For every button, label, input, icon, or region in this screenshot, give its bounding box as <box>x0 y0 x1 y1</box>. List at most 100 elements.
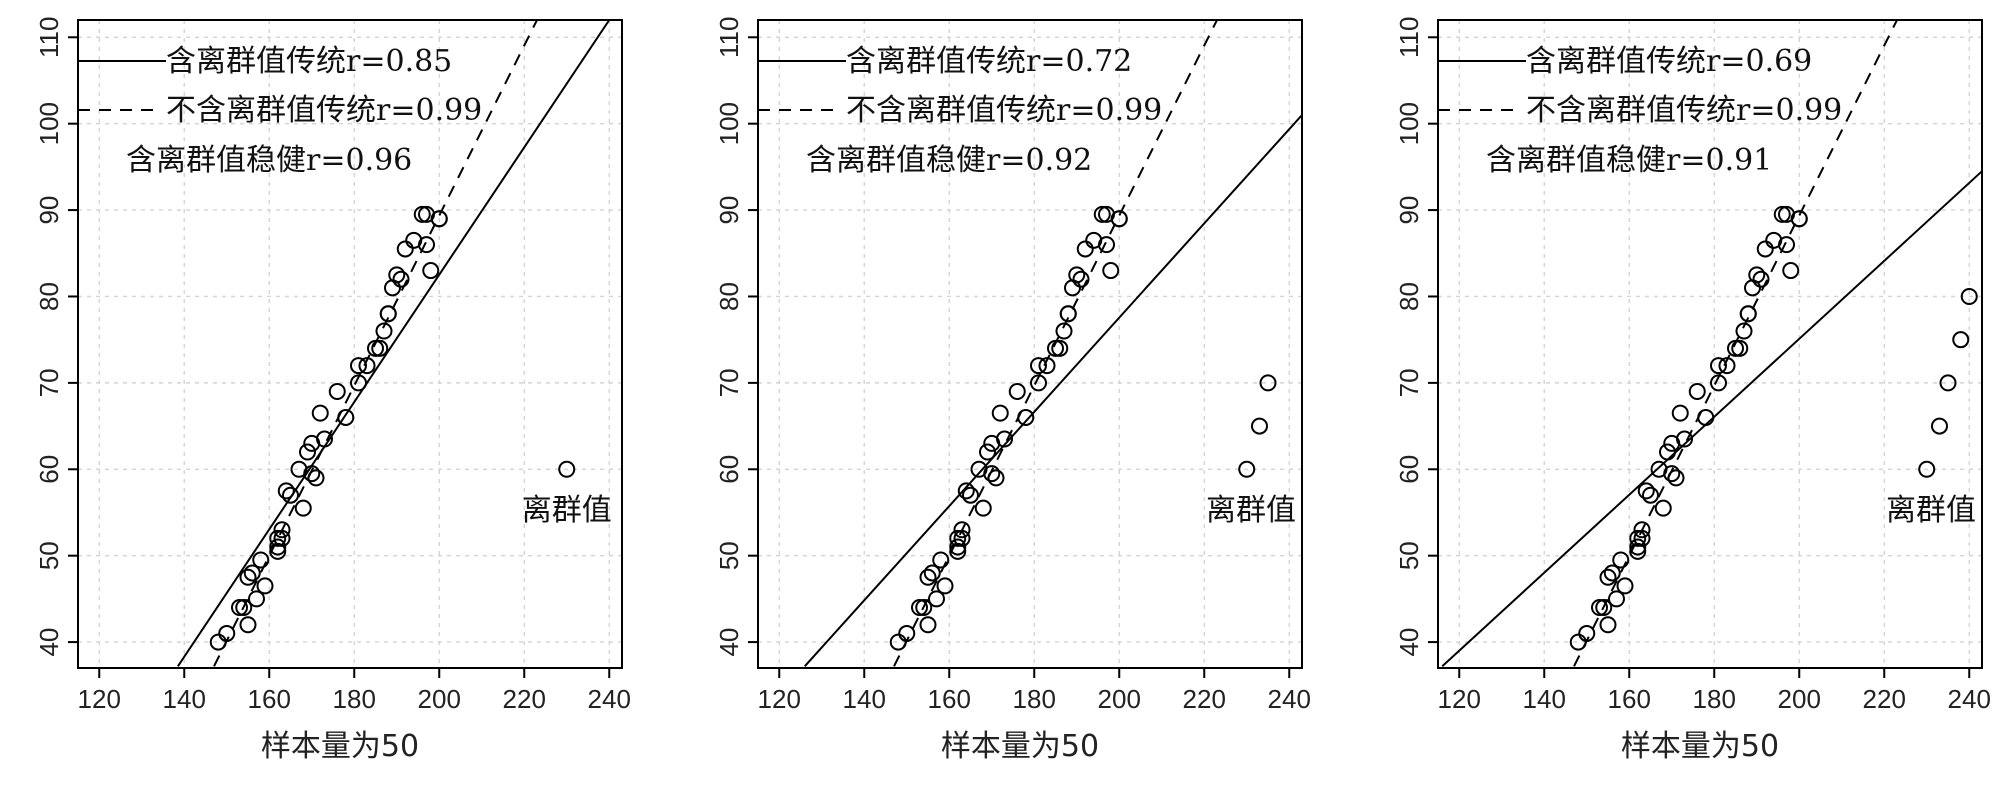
x-tick-label: 120 <box>1438 684 1481 714</box>
x-tick-label: 160 <box>928 684 971 714</box>
x-tick-label: 200 <box>1778 684 1821 714</box>
plot-frame <box>1437 19 1983 669</box>
data-point <box>1735 322 1753 340</box>
data-point <box>558 460 576 478</box>
data-point <box>1710 374 1727 392</box>
data-point <box>316 430 333 448</box>
data-point <box>915 599 933 617</box>
data-point <box>1671 404 1689 422</box>
data-point <box>1569 633 1587 651</box>
data-point <box>1599 616 1617 634</box>
data-point <box>1667 469 1685 487</box>
data-point <box>239 616 257 634</box>
data-point <box>919 616 937 634</box>
x-tick-label: 140 <box>843 684 886 714</box>
data-point <box>1939 374 1957 392</box>
x-axis-label: 样本量为50 <box>941 729 1099 764</box>
data-point <box>928 590 945 608</box>
x-tick-label: 240 <box>1268 684 1311 714</box>
solid-fit-line <box>804 114 1302 667</box>
data-point <box>379 305 397 323</box>
data-point <box>1642 486 1659 504</box>
data-point <box>983 465 1001 483</box>
data-point <box>350 357 367 375</box>
legend-entry: 含离群值稳健r=0.92 <box>806 143 1092 178</box>
data-point <box>1727 339 1744 357</box>
y-tick-label: 50 <box>34 541 64 570</box>
y-tick-label: 70 <box>34 368 64 397</box>
data-point <box>898 624 916 642</box>
legend-entry: 含离群值传统r=0.69 <box>1526 44 1812 79</box>
y-tick-label: 100 <box>1394 102 1424 145</box>
y-tick-label: 70 <box>714 368 744 397</box>
data-point <box>311 404 329 422</box>
data-point <box>991 404 1009 422</box>
data-point <box>962 486 979 504</box>
outlier-label: 离群值 <box>1886 493 1976 528</box>
data-point <box>294 499 312 517</box>
data-point <box>328 383 346 401</box>
data-point <box>1093 205 1111 223</box>
data-point <box>209 633 227 651</box>
data-point <box>996 430 1013 448</box>
data-point <box>239 568 257 586</box>
data-point <box>375 322 393 340</box>
data-point <box>430 210 448 228</box>
y-tick-label: 80 <box>34 282 64 311</box>
data-point <box>1599 568 1617 586</box>
panel-3: 120 140 160 180 200 220 240 40 50 60 70 80 90 100 110 样… <box>1394 17 1991 764</box>
data-point <box>1051 339 1069 357</box>
data-point <box>1918 460 1936 478</box>
y-tick-label: 60 <box>1394 455 1424 484</box>
y-tick-label: 110 <box>714 17 744 58</box>
data-point <box>1688 383 1706 401</box>
y-tick-label: 80 <box>714 282 744 311</box>
solid-fit-line <box>177 20 611 667</box>
data-point <box>413 205 431 223</box>
data-point <box>418 236 435 254</box>
data-point <box>1773 205 1791 223</box>
data-point <box>1697 408 1715 426</box>
data-point <box>1633 529 1651 547</box>
x-tick-label: 200 <box>1098 684 1141 714</box>
data-point <box>1110 210 1128 228</box>
x-tick-label: 220 <box>1863 684 1906 714</box>
x-tick-label: 160 <box>248 684 291 714</box>
y-tick-label: 90 <box>1394 196 1424 225</box>
data-point <box>911 599 928 617</box>
data-point <box>1030 374 1047 392</box>
data-point <box>282 486 299 504</box>
data-point <box>1748 266 1766 284</box>
data-point <box>1931 417 1948 435</box>
data-point <box>987 469 1005 487</box>
y-tick-label: 100 <box>714 102 744 145</box>
legend-entry: 含离群值稳健r=0.91 <box>1486 143 1772 178</box>
data-point <box>1008 383 1026 401</box>
data-point <box>974 499 992 517</box>
y-tick-label: 40 <box>1394 628 1424 657</box>
data-point <box>1098 236 1115 254</box>
data-point <box>1102 262 1120 280</box>
data-point <box>1251 417 1268 435</box>
y-tick-label: 90 <box>714 196 744 225</box>
legend-entry: 含离群值传统r=0.85 <box>166 44 452 79</box>
data-point <box>1616 577 1634 595</box>
data-point <box>422 262 440 280</box>
data-point <box>1055 322 1073 340</box>
data-point <box>953 521 971 539</box>
data-point <box>953 529 971 547</box>
data-point <box>371 339 389 357</box>
data-point <box>277 482 295 500</box>
data-point <box>936 577 954 595</box>
data-point <box>949 529 967 547</box>
y-tick-label: 100 <box>34 102 64 145</box>
data-point <box>299 443 316 461</box>
data-point <box>273 529 291 547</box>
legend-entry: 含离群值稳健r=0.96 <box>126 143 412 178</box>
data-point <box>979 443 996 461</box>
data-point <box>1710 357 1727 375</box>
data-point <box>1076 240 1094 258</box>
y-tick-label: 110 <box>1394 17 1424 58</box>
data-point <box>1068 266 1086 284</box>
data-point <box>1778 236 1795 254</box>
